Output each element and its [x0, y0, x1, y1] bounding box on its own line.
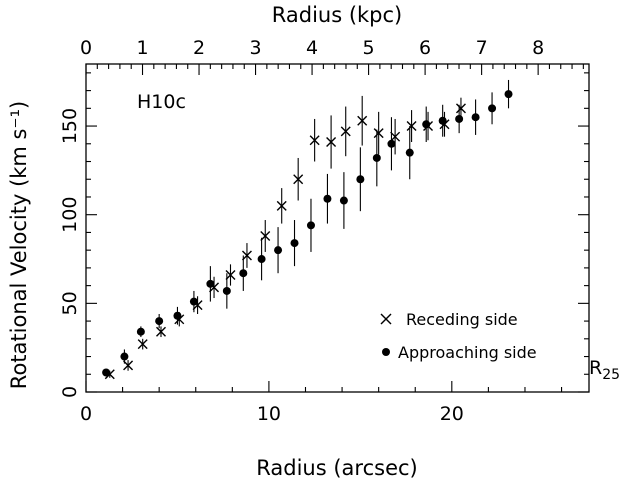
- approaching-point: [102, 368, 111, 377]
- receding-point: [373, 128, 384, 139]
- approaching-point: [356, 175, 365, 184]
- approaching-point: [306, 221, 315, 230]
- legend-approaching-marker: [382, 348, 390, 356]
- y-axis-title: Rotational Velocity (km s⁻¹): [7, 101, 31, 389]
- top-x-axis-title: Radius (kpc): [272, 3, 403, 27]
- legend-approaching-label: Approaching side: [398, 343, 537, 362]
- left-y-axis-ticks: 0 50 100 150: [59, 72, 97, 398]
- approaching-point: [488, 104, 497, 113]
- approaching-point: [136, 327, 145, 336]
- left-tick-label: 150: [59, 108, 81, 144]
- left-tick-label: 0: [59, 386, 81, 398]
- receding-point: [340, 126, 351, 137]
- left-tick-label: 100: [59, 197, 81, 233]
- approaching-point: [438, 116, 447, 125]
- galaxy-label: H10c: [137, 91, 186, 113]
- approaching-point: [372, 153, 381, 162]
- approaching-point: [504, 90, 513, 99]
- approaching-point: [120, 352, 129, 361]
- top-tick-label: 6: [419, 37, 431, 59]
- receding-point: [390, 131, 401, 142]
- bottom-tick-label: 10: [257, 403, 281, 425]
- receding-point: [326, 137, 337, 148]
- approaching-point: [173, 311, 182, 320]
- data-series: [102, 79, 513, 380]
- approaching-point: [290, 239, 299, 248]
- x-axis-title: Radius (arcsec): [256, 456, 417, 480]
- receding-point: [241, 250, 252, 261]
- receding-series: [104, 95, 466, 380]
- right-y-axis-ticks: [578, 72, 589, 393]
- receding-point: [309, 135, 320, 146]
- approaching-point: [471, 113, 480, 122]
- receding-point: [123, 360, 134, 371]
- top-tick-label: 2: [193, 37, 205, 59]
- top-tick-label: 7: [476, 37, 488, 59]
- receding-point: [225, 269, 236, 280]
- receding-point: [260, 230, 271, 241]
- top-tick-label: 8: [532, 37, 544, 59]
- approaching-point: [155, 317, 164, 326]
- approaching-point: [323, 194, 332, 203]
- receding-point: [155, 326, 166, 337]
- top-tick-label: 3: [250, 37, 262, 59]
- approaching-point: [339, 196, 348, 205]
- approaching-point: [274, 246, 283, 255]
- approaching-point: [422, 120, 431, 129]
- approaching-point: [257, 255, 266, 264]
- approaching-point: [206, 279, 215, 288]
- receding-point: [276, 200, 287, 211]
- r25-letter: R: [589, 357, 602, 379]
- r25-marker-label: R25: [589, 357, 620, 383]
- approaching-point: [222, 286, 231, 295]
- approaching-series: [102, 79, 513, 377]
- legend: Receding side Approaching side: [380, 310, 537, 362]
- approaching-point: [189, 297, 198, 306]
- top-tick-label: 4: [306, 37, 318, 59]
- plot-frame: [85, 63, 590, 393]
- approaching-point: [405, 148, 414, 157]
- approaching-point: [455, 114, 464, 123]
- top-tick-label: 5: [363, 37, 375, 59]
- top-tick-label: 0: [80, 37, 92, 59]
- approaching-point: [239, 269, 248, 278]
- receding-point: [455, 103, 466, 114]
- bottom-x-axis-ticks: 0 10 20: [80, 381, 563, 425]
- approaching-point: [387, 139, 396, 148]
- bottom-tick-label: 0: [80, 403, 92, 425]
- top-tick-label: 1: [136, 37, 148, 59]
- legend-receding-marker: [380, 313, 392, 325]
- left-tick-label: 50: [59, 291, 81, 315]
- receding-point: [293, 174, 304, 185]
- bottom-tick-label: 20: [440, 403, 464, 425]
- receding-point: [357, 115, 368, 126]
- receding-point: [137, 339, 148, 350]
- top-x-axis-ticks: 0 1 2 3 4 5 6 7 8: [80, 37, 584, 75]
- r25-subscript: 25: [602, 367, 620, 383]
- legend-receding-label: Receding side: [406, 310, 518, 329]
- receding-point: [406, 121, 417, 132]
